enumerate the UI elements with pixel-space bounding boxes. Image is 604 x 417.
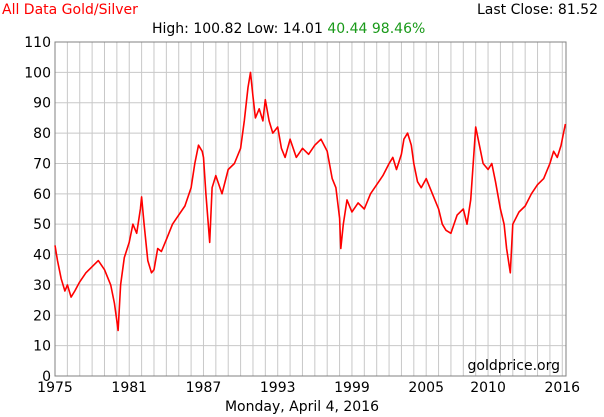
y-tick-label: 50 — [33, 217, 51, 233]
x-tick-label: 1975 — [37, 380, 73, 396]
y-axis: 0 10 20 30 40 50 60 70 80 90 100 110 — [24, 35, 51, 385]
last-close-value: 81.52 — [557, 2, 598, 18]
y-tick-label: 0 — [42, 369, 51, 385]
y-tick-label: 60 — [33, 187, 51, 203]
x-tick-label: 1987 — [186, 380, 222, 396]
y-tick-label: 80 — [33, 126, 51, 142]
x-axis: 1975 1981 1987 1993 1999 2005 2010 2016 — [37, 380, 580, 396]
y-tick-label: 110 — [24, 35, 51, 51]
chart-date: Monday, April 4, 2016 — [224, 399, 380, 415]
y-tick-label: 10 — [33, 339, 51, 355]
x-tick-label: 1999 — [334, 380, 370, 396]
x-tick-label: 2010 — [470, 380, 506, 396]
plot-frame — [54, 41, 567, 377]
y-tick-label: 30 — [33, 278, 51, 294]
change-percent: 98.46% — [371, 21, 426, 37]
low-label: Low: — [246, 21, 279, 37]
price-stats: High: 100.82 Low: 14.01 40.44 98.46% — [152, 21, 425, 37]
chart-title: All Data Gold/Silver — [2, 2, 138, 18]
last-close-label: Last Close: — [476, 2, 554, 18]
chart-grid — [55, 42, 566, 376]
high-value: 100.82 — [193, 21, 243, 37]
x-tick-label: 2016 — [544, 380, 580, 396]
y-tick-label: 40 — [33, 248, 51, 264]
last-close: Last Close: 81.52 — [477, 2, 598, 18]
series-line — [54, 71, 567, 332]
y-tick-label: 100 — [24, 65, 51, 81]
y-tick-label: 70 — [33, 156, 51, 172]
y-tick-label: 90 — [33, 96, 51, 112]
high-label: High: — [152, 21, 189, 37]
low-value: 14.01 — [282, 21, 323, 37]
watermark: goldprice.org — [468, 358, 560, 374]
x-tick-label: 1981 — [111, 380, 147, 396]
y-tick-label: 20 — [33, 308, 51, 324]
change-value: 40.44 — [327, 21, 368, 37]
x-tick-label: 2005 — [408, 380, 444, 396]
x-tick-label: 1993 — [260, 380, 296, 396]
